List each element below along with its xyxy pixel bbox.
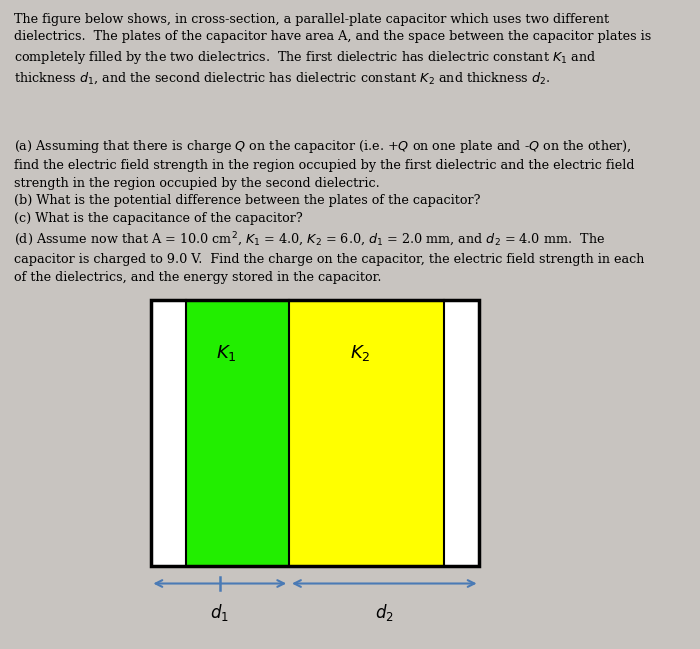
Text: $d_2$: $d_2$ bbox=[375, 602, 393, 623]
Text: The figure below shows, in cross-section, a parallel-plate capacitor which uses : The figure below shows, in cross-section… bbox=[14, 13, 651, 86]
Bar bbox=[150, 300, 186, 566]
Bar bbox=[444, 300, 480, 566]
Text: $K_1$: $K_1$ bbox=[216, 343, 237, 363]
Text: $K_2$: $K_2$ bbox=[349, 343, 370, 363]
Text: $d_1$: $d_1$ bbox=[210, 602, 230, 623]
Bar bbox=[289, 300, 444, 566]
Bar bbox=[186, 300, 289, 566]
Text: (a) Assuming that there is charge $Q$ on the capacitor (i.e. +$Q$ on one plate a: (a) Assuming that there is charge $Q$ on… bbox=[14, 138, 645, 284]
Bar bbox=[150, 300, 480, 566]
